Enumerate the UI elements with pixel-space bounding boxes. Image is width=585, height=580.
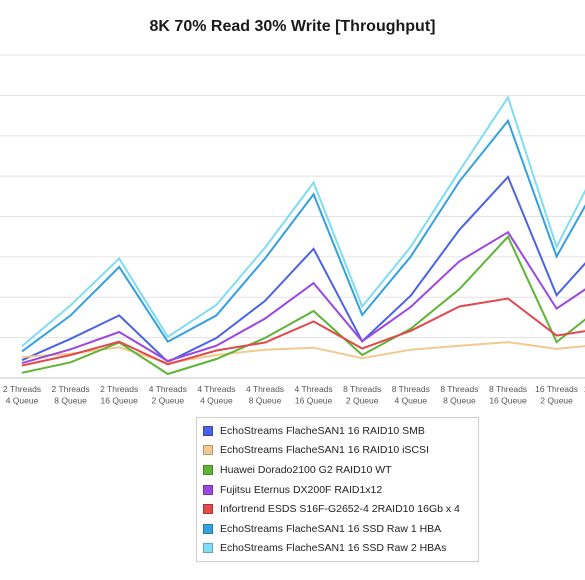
legend-label: EchoStreams FlacheSAN1 16 SSD Raw 1 HBA bbox=[220, 522, 442, 535]
chart-title: 8K 70% Read 30% Write [Throughput] bbox=[149, 18, 436, 35]
legend-item: EchoStreams FlacheSAN1 16 RAID10 SMB bbox=[197, 421, 478, 441]
legend-swatch bbox=[203, 504, 213, 515]
legend-label: Huawei Dorado2100 G2 RAID10 WT bbox=[220, 463, 392, 476]
legend-item: EchoStreams FlacheSAN1 16 RAID10 iSCSI bbox=[197, 441, 478, 461]
x-axis-tick-labels: 2 Threads 4 Queue 2 Threads 8 Queue 2 Thread… bbox=[3, 384, 585, 406]
legend-swatch bbox=[203, 464, 213, 475]
legend-item: Fujitsu Eternus DX200F RAID1x12 bbox=[197, 480, 478, 500]
x-tick-label: 8 Threads 4 Queue bbox=[392, 384, 430, 406]
legend-swatch bbox=[203, 425, 213, 436]
series-line-5 bbox=[21, 297, 585, 367]
legend-label: EchoStreams FlacheSAN1 16 RAID10 iSCSI bbox=[220, 444, 429, 457]
x-tick-label: 2 Threads 16 Queue bbox=[100, 384, 138, 406]
legend-item: Infortrend ESDS S16F-G2652-4 2RAID10 16G… bbox=[197, 499, 478, 519]
line-chart: 2 Threads 4 Queue 2 Threads 8 Queue 2 Thread… bbox=[0, 54, 585, 406]
legend-swatch bbox=[203, 523, 213, 534]
legend-label: EchoStreams FlacheSAN1 16 RAID10 SMB bbox=[220, 424, 425, 437]
legend-item: Huawei Dorado2100 G2 RAID10 WT bbox=[197, 460, 478, 480]
series-line-4 bbox=[21, 230, 585, 365]
legend-label: Fujitsu Eternus DX200F RAID1x12 bbox=[220, 483, 383, 496]
x-tick-label: 4 Threads 4 Queue bbox=[197, 384, 235, 406]
x-tick-label: 2 Threads 4 Queue bbox=[3, 384, 41, 406]
series-lines bbox=[21, 95, 585, 376]
legend-swatch bbox=[203, 445, 213, 456]
legend: EchoStreams FlacheSAN1 16 RAID10 SMB Echo… bbox=[196, 417, 479, 563]
x-tick-label: 4 Threads 8 Queue bbox=[246, 384, 284, 406]
x-tick-label: 4 Threads 16 Queue bbox=[295, 384, 333, 406]
legend-swatch bbox=[203, 543, 213, 554]
legend-label: EchoStreams FlacheSAN1 16 SSD Raw 2 HBAs bbox=[220, 542, 447, 555]
x-tick-label: 8 Threads 2 Queue bbox=[343, 384, 381, 406]
legend-swatch bbox=[203, 484, 213, 495]
x-tick-label: 16 Threads 2 Queue bbox=[535, 384, 578, 406]
legend-label: Infortrend ESDS S16F-G2652-4 2RAID10 16G… bbox=[220, 503, 460, 516]
series-line-6 bbox=[21, 118, 585, 353]
legend-item: EchoStreams FlacheSAN1 16 SSD Raw 1 HBA bbox=[197, 519, 478, 539]
x-tick-label: 8 Threads 16 Queue bbox=[489, 384, 527, 406]
series-line-2 bbox=[21, 341, 585, 365]
legend-item: EchoStreams FlacheSAN1 16 SSD Raw 2 HBAs bbox=[197, 539, 478, 559]
series-line-1 bbox=[21, 175, 585, 364]
x-tick-label: 8 Threads 8 Queue bbox=[440, 384, 478, 406]
x-tick-label: 4 Threads 2 Queue bbox=[149, 384, 187, 406]
x-tick-label: 2 Threads 8 Queue bbox=[52, 384, 90, 406]
series-line-7 bbox=[21, 95, 585, 347]
gridlines bbox=[0, 54, 585, 379]
